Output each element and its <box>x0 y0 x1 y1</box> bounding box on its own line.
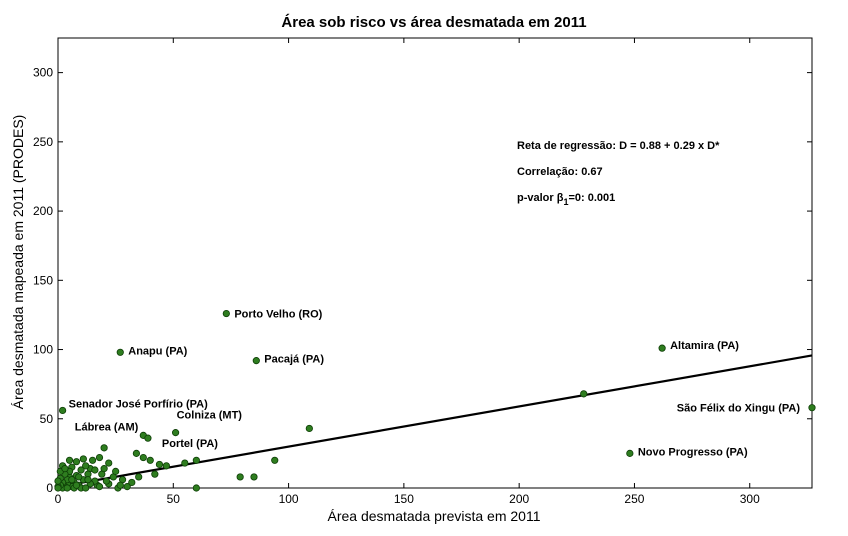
pvalue-annotation: p-valor β1=0: 0.001 <box>517 192 615 207</box>
data-point <box>102 477 111 485</box>
plot-border <box>57 37 813 489</box>
point-label: Senador José Porfírio (PA) <box>69 398 208 410</box>
labeled-data-point <box>116 348 124 356</box>
data-point <box>95 483 104 491</box>
y-tick-label: 300 <box>33 66 53 80</box>
data-point <box>54 484 62 492</box>
data-point <box>116 481 124 489</box>
data-point <box>95 453 104 462</box>
labeled-data-point <box>144 434 152 442</box>
data-point <box>135 473 143 481</box>
data-point <box>61 465 69 473</box>
data-point <box>162 462 170 470</box>
labeled-data-point <box>59 406 67 415</box>
x-tick-label: 100 <box>279 492 299 506</box>
correlation-annotation: Correlação: 0.67 <box>517 166 603 178</box>
data-point <box>72 458 81 466</box>
point-label: Porto Velho (RO) <box>234 309 322 321</box>
data-point <box>250 473 258 481</box>
data-point <box>72 481 81 489</box>
point-label: Novo Progresso (PA) <box>638 446 748 458</box>
data-point <box>100 465 108 473</box>
labeled-data-point <box>222 309 230 318</box>
point-labels: Porto Velho (RO) Anapu (PA) Pacajá (PA) Alt… <box>69 309 801 459</box>
x-tick-label: 150 <box>394 492 414 506</box>
data-point <box>88 456 97 464</box>
y-tick-label: 200 <box>33 204 53 218</box>
data-point <box>65 456 74 464</box>
data-point <box>181 459 189 467</box>
data-point <box>82 462 90 470</box>
data-point <box>139 453 147 462</box>
data-point <box>84 476 92 484</box>
data-point <box>82 484 90 492</box>
point-label: Lábrea (AM) <box>75 421 139 433</box>
data-point <box>271 456 279 464</box>
data-point <box>112 467 120 475</box>
data-point <box>105 459 113 467</box>
labeled-data-point <box>171 429 180 437</box>
point-label: Altamira (PA) <box>670 340 739 352</box>
regression-annotation: Reta de regressão: D = 0.88 + 0.29 x D* <box>517 140 720 152</box>
data-point <box>123 483 131 491</box>
axis-ticks: 0 50 100 150 200 250 300 0 50 100 150 200 250 300 <box>33 38 812 506</box>
x-tick-label: 300 <box>740 492 760 506</box>
x-tick-label: 200 <box>509 492 529 506</box>
regression-line <box>57 354 813 488</box>
point-label: São Félix do Xingu (PA) <box>677 403 801 415</box>
data-point <box>192 484 200 492</box>
point-label: Anapu (PA) <box>128 345 187 357</box>
data-point <box>580 390 588 398</box>
y-axis-label: Área desmatada mapeada em 2011 (PRODES) <box>10 115 26 410</box>
labeled-data-point <box>658 344 666 352</box>
chart-title: Área sob risco vs área desmatada em 2011 <box>281 14 586 31</box>
data-points <box>54 309 816 492</box>
plot-area <box>57 37 813 489</box>
data-point <box>63 484 71 492</box>
data-point <box>100 444 108 452</box>
data-point <box>236 473 244 481</box>
y-tick-label: 150 <box>33 273 53 287</box>
regression-line-group <box>57 354 813 488</box>
labeled-data-point <box>808 404 816 412</box>
y-tick-label: 50 <box>40 412 54 426</box>
data-point <box>151 470 159 478</box>
data-point <box>132 449 140 457</box>
y-tick-label: 100 <box>33 343 53 357</box>
data-point <box>155 460 164 469</box>
point-label: Colniza (MT) <box>177 410 243 422</box>
point-label: Portel (PA) <box>162 438 218 450</box>
y-tick-label: 250 <box>33 135 53 149</box>
pvalue-suffix: =0: 0.001 <box>568 192 615 204</box>
y-tick-label: 0 <box>46 481 53 495</box>
labeled-data-point <box>252 357 260 365</box>
pvalue-prefix: p-valor β <box>517 192 564 204</box>
x-tick-label: 0 <box>55 492 62 506</box>
data-point <box>305 424 313 433</box>
data-point <box>146 456 154 464</box>
data-point <box>91 466 99 474</box>
x-tick-label: 250 <box>624 492 644 506</box>
data-point <box>75 473 83 481</box>
data-point <box>54 477 62 485</box>
pvalue-subscript: 1 <box>563 197 568 207</box>
data-point <box>192 456 200 464</box>
data-point <box>128 478 136 487</box>
data-point <box>68 476 76 484</box>
labeled-data-point <box>626 449 634 457</box>
data-point <box>79 455 87 463</box>
x-tick-label: 50 <box>167 492 181 506</box>
point-label: Pacajá (PA) <box>264 354 324 366</box>
data-point <box>77 466 85 474</box>
x-axis-label: Área desmatada prevista em 2011 <box>328 508 541 524</box>
